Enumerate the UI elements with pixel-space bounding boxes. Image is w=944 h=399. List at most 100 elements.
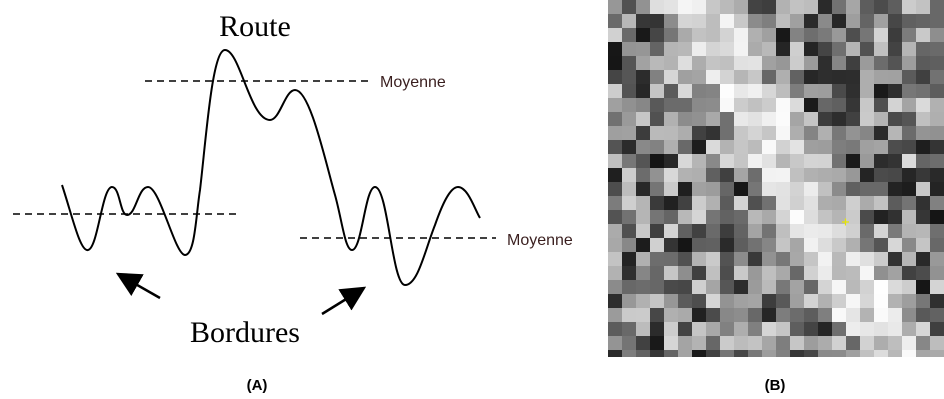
pixel <box>650 98 664 112</box>
pixel <box>762 294 776 308</box>
pixel <box>692 98 706 112</box>
pixel <box>846 224 860 238</box>
pixel <box>692 154 706 168</box>
pixel <box>706 42 720 56</box>
pixel <box>860 14 874 28</box>
pixel <box>734 336 748 350</box>
pixel <box>636 126 650 140</box>
pixel <box>888 252 902 266</box>
pixel <box>804 238 818 252</box>
pixel <box>664 0 678 14</box>
pixel <box>874 56 888 70</box>
pixel <box>636 196 650 210</box>
pixel <box>916 42 930 56</box>
pixel <box>916 294 930 308</box>
pixel <box>902 0 916 14</box>
mean-label-top: Moyenne <box>380 74 446 91</box>
pixel <box>916 140 930 154</box>
pixel <box>636 336 650 350</box>
pixel <box>650 140 664 154</box>
pixel <box>678 336 692 350</box>
pixel <box>636 112 650 126</box>
pixel <box>930 140 944 154</box>
pixel <box>664 210 678 224</box>
pixel <box>622 28 636 42</box>
pixel <box>776 168 790 182</box>
pixel <box>748 294 762 308</box>
pixel <box>678 280 692 294</box>
pixel <box>874 322 888 336</box>
pixel <box>902 98 916 112</box>
pixel <box>804 182 818 196</box>
pixel <box>860 322 874 336</box>
pixel <box>608 224 622 238</box>
pixel <box>734 70 748 84</box>
pixel <box>762 196 776 210</box>
pixel <box>832 154 846 168</box>
pixel <box>762 280 776 294</box>
arrow-left <box>118 274 160 298</box>
pixel <box>888 42 902 56</box>
pixel <box>902 28 916 42</box>
pixel <box>678 308 692 322</box>
pixel <box>622 168 636 182</box>
pixel <box>790 322 804 336</box>
pixel <box>622 56 636 70</box>
pixel <box>692 140 706 154</box>
pixel <box>608 70 622 84</box>
pixel <box>636 42 650 56</box>
pixel <box>636 28 650 42</box>
pixel <box>706 182 720 196</box>
pixel <box>832 266 846 280</box>
pixel <box>762 168 776 182</box>
pixel <box>902 294 916 308</box>
pixel <box>888 196 902 210</box>
pixel <box>678 98 692 112</box>
pixel <box>678 112 692 126</box>
pixel <box>874 238 888 252</box>
pixel <box>846 294 860 308</box>
pixel <box>608 14 622 28</box>
pixel <box>832 98 846 112</box>
pixel <box>622 196 636 210</box>
pixel <box>874 14 888 28</box>
pixel <box>608 0 622 14</box>
pixel <box>916 28 930 42</box>
pixel <box>790 266 804 280</box>
pixel <box>916 182 930 196</box>
pixel <box>874 126 888 140</box>
pixel <box>916 280 930 294</box>
pixel <box>902 196 916 210</box>
pixel <box>930 112 944 126</box>
pixel <box>650 210 664 224</box>
pixel <box>748 224 762 238</box>
pixel <box>762 84 776 98</box>
pixel <box>790 182 804 196</box>
pixel <box>930 182 944 196</box>
pixel <box>888 350 902 364</box>
pixel <box>664 42 678 56</box>
pixel <box>622 322 636 336</box>
pixel <box>916 266 930 280</box>
pixel <box>692 308 706 322</box>
pixel <box>846 182 860 196</box>
pixel <box>636 182 650 196</box>
pixel <box>804 322 818 336</box>
pixel <box>846 98 860 112</box>
pixel <box>664 224 678 238</box>
caption-b: (B) <box>765 377 786 394</box>
pixel <box>832 336 846 350</box>
pixel <box>804 224 818 238</box>
pixel <box>916 238 930 252</box>
pixel <box>832 70 846 84</box>
pixel <box>916 154 930 168</box>
pixel <box>734 28 748 42</box>
pixel <box>930 154 944 168</box>
pixel <box>804 56 818 70</box>
pixel <box>706 280 720 294</box>
pixel <box>636 350 650 364</box>
pixel <box>776 350 790 364</box>
pixel <box>636 266 650 280</box>
pixel <box>874 112 888 126</box>
pixel <box>734 322 748 336</box>
